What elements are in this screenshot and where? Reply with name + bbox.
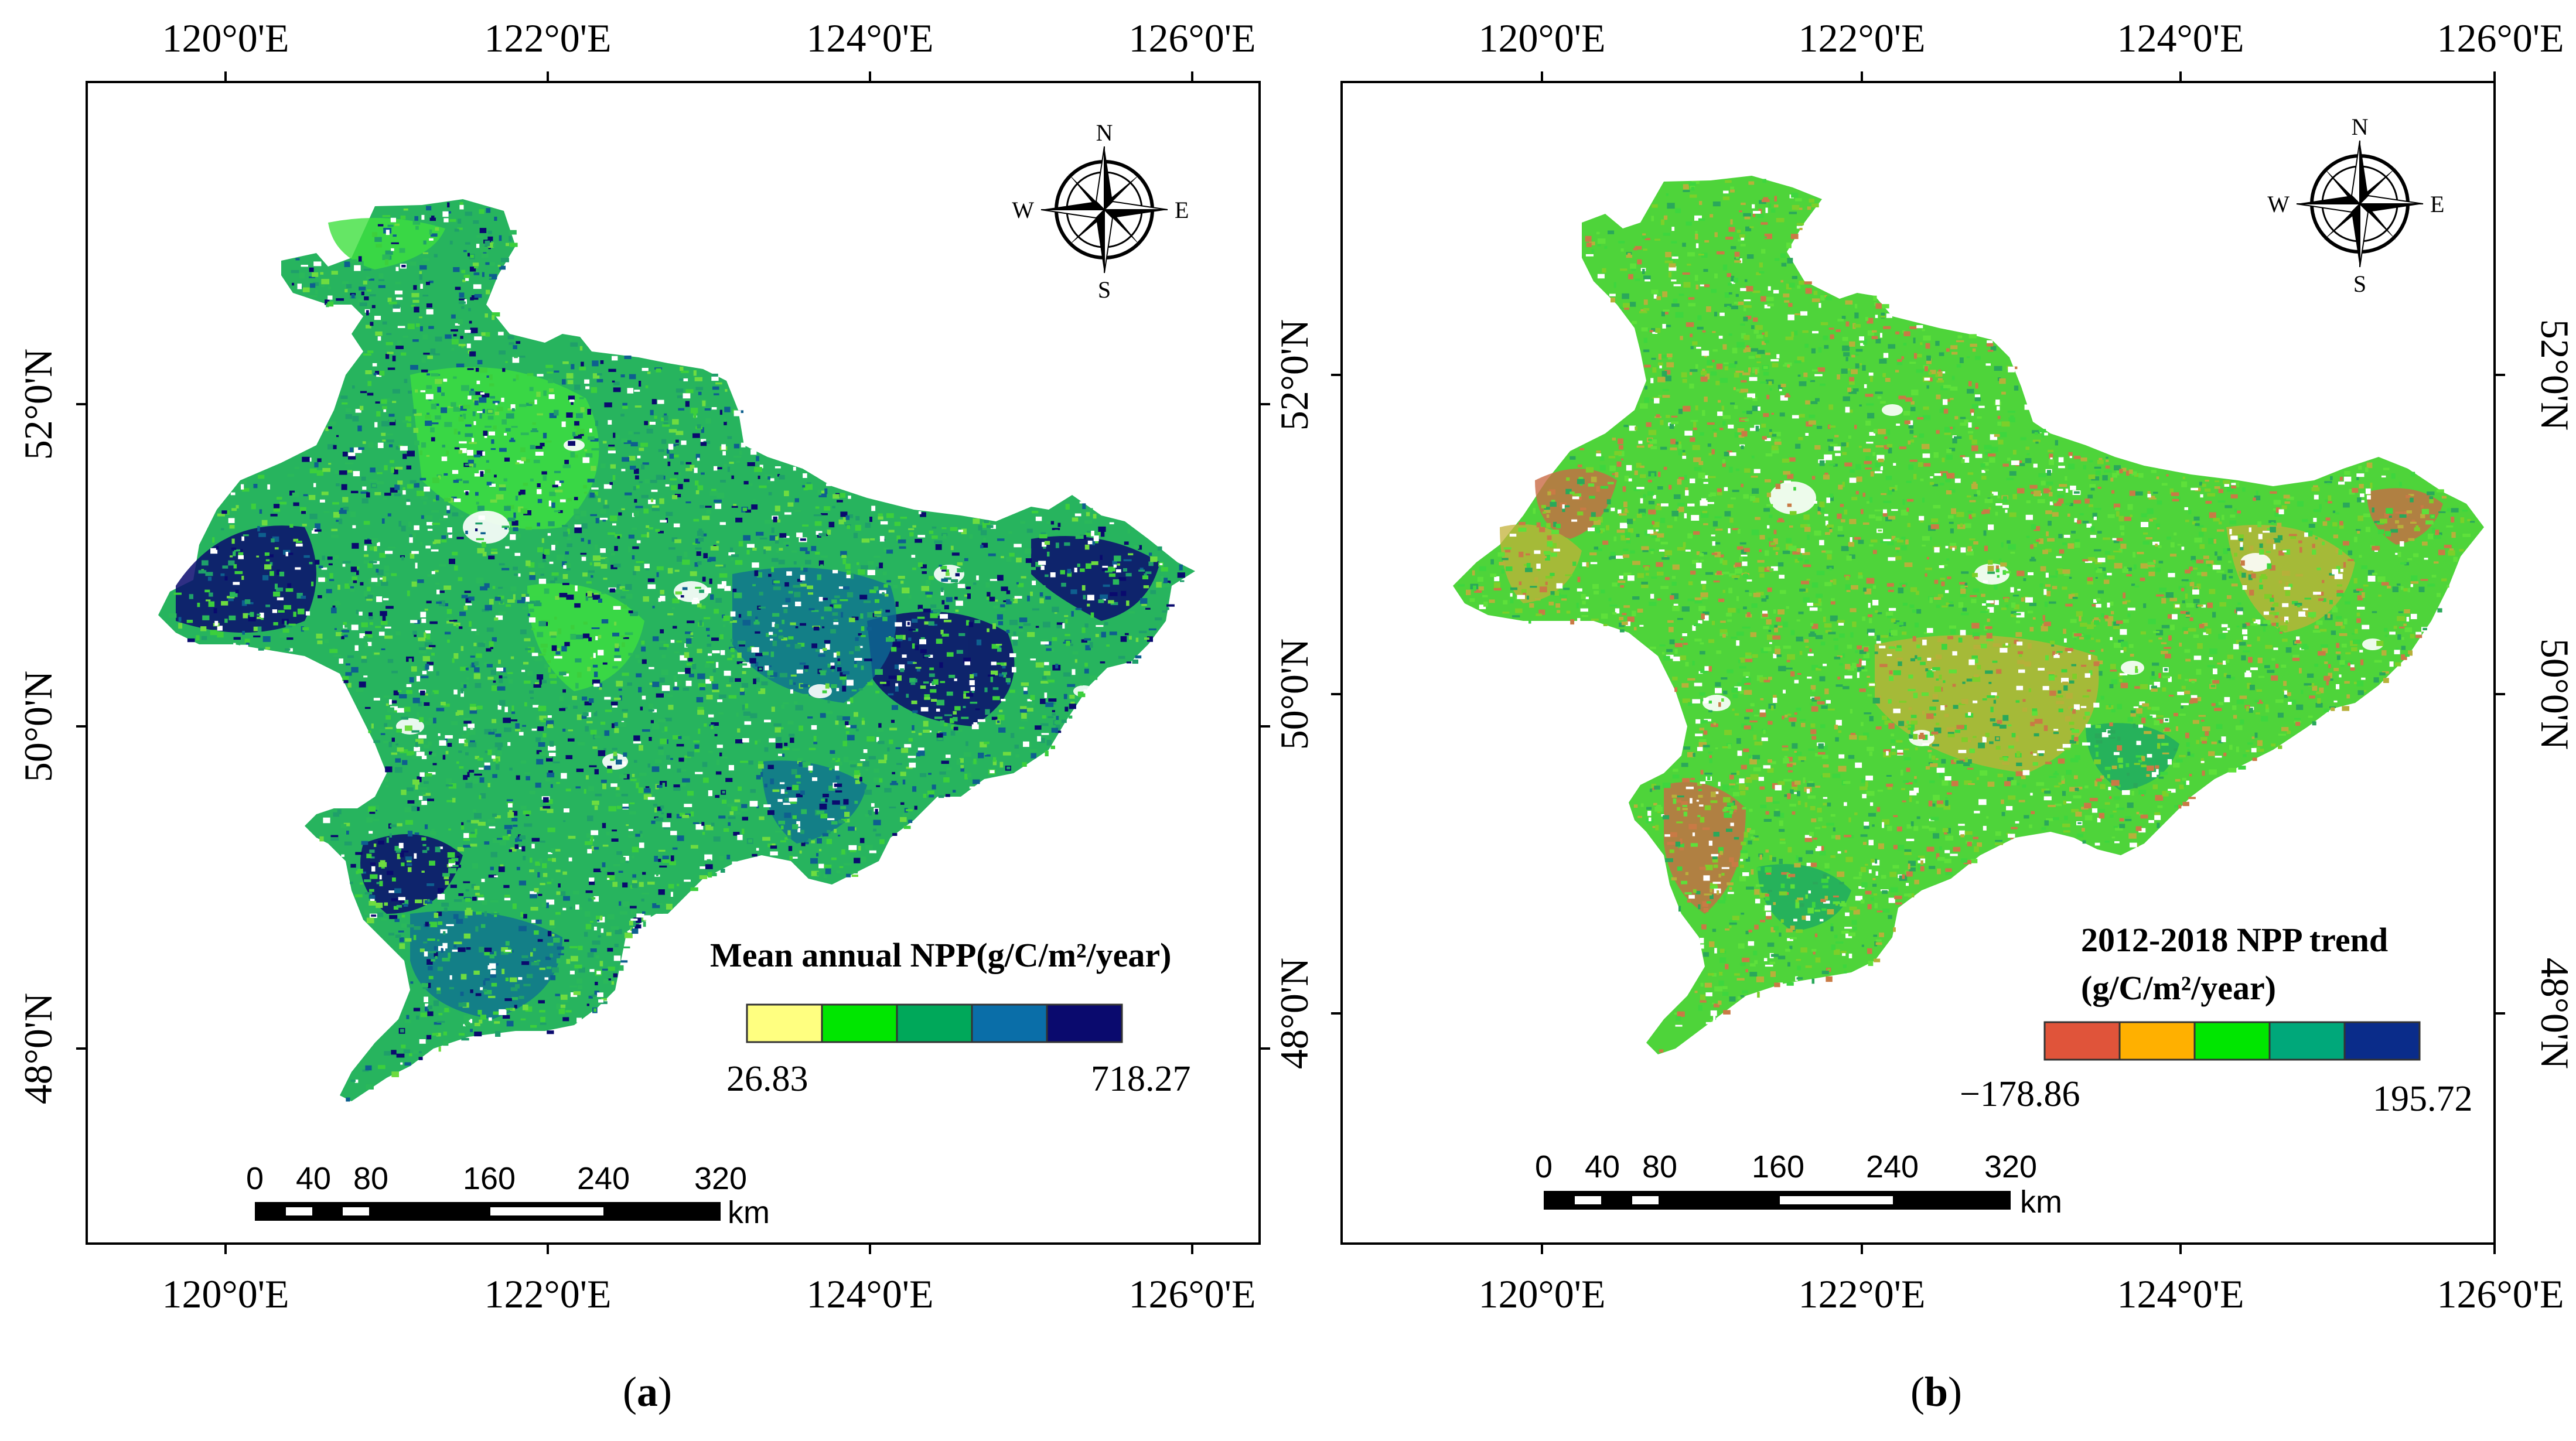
- scale-label-320: 320: [1984, 1149, 2037, 1184]
- caption-b: (b): [1910, 1368, 1962, 1415]
- legend-swatch-0: [747, 1005, 822, 1042]
- scale-label-80: 80: [353, 1161, 388, 1196]
- scale-label-320: 320: [694, 1161, 747, 1196]
- legend-title-line1: 2012-2018 NPP trend: [2081, 921, 2388, 959]
- legend-swatch-4: [2345, 1022, 2420, 1060]
- legend-min: 26.83: [726, 1059, 808, 1099]
- scale-label-80: 80: [1642, 1149, 1677, 1184]
- compass-w: W: [2267, 191, 2290, 217]
- legend-swatch-3: [2270, 1022, 2345, 1060]
- lat-label-left-48: 48°0'N: [1272, 958, 1316, 1070]
- legend-swatch-0: [2045, 1022, 2120, 1060]
- scale-label-160: 160: [463, 1161, 516, 1196]
- lon-label-bottom-124: 124°0'E: [807, 1272, 934, 1316]
- lon-label-top-124: 124°0'E: [2117, 16, 2244, 60]
- legend-max: 718.27: [1091, 1059, 1191, 1099]
- compass-w: W: [1012, 197, 1034, 223]
- compass-s: S: [1098, 276, 1111, 303]
- scale-label-240: 240: [577, 1161, 630, 1196]
- scale-unit: km: [2020, 1184, 2062, 1220]
- lat-label-left-52: 52°0'N: [16, 349, 60, 460]
- panel-b-npp-trend-map: 120°0'E 122°0'E 124°0'E 126°0'E 120°0'E …: [1272, 16, 2576, 1415]
- compass-s: S: [2353, 271, 2366, 297]
- lat-label-right-52: 52°0'N: [2533, 319, 2576, 431]
- legend-swatch-4: [1047, 1005, 1122, 1042]
- legend-min: −178.86: [1960, 1074, 2080, 1114]
- legend-max: 195.72: [2373, 1079, 2473, 1119]
- lon-label-bottom-122: 122°0'E: [485, 1272, 612, 1316]
- legend-color-ramp: [2045, 1022, 2420, 1060]
- lon-label-top-124: 124°0'E: [807, 16, 934, 60]
- lat-label-left-52: 52°0'N: [1272, 319, 1316, 431]
- scale-label-0: 0: [246, 1161, 264, 1196]
- lon-label-top-120: 120°0'E: [1479, 16, 1606, 60]
- compass-e: E: [1175, 197, 1189, 223]
- scale-label-160: 160: [1752, 1149, 1804, 1184]
- compass-e: E: [2430, 191, 2444, 217]
- legend-swatch-1: [822, 1005, 897, 1042]
- lat-label-left-50: 50°0'N: [1272, 638, 1316, 750]
- legend-swatch-1: [2120, 1022, 2195, 1060]
- lat-label-left-50: 50°0'N: [16, 671, 60, 783]
- lat-label-right-48: 48°0'N: [2533, 958, 2576, 1070]
- scale-unit: km: [728, 1195, 770, 1230]
- lon-label-bottom-122: 122°0'E: [1799, 1272, 1926, 1316]
- lon-label-top-126: 126°0'E: [2437, 16, 2564, 60]
- panel-a-npp-mean-map: 120°0'E 122°0'E 124°0'E 126°0'E 120°0'E …: [16, 16, 1270, 1415]
- lon-label-bottom-126: 126°0'E: [1129, 1272, 1256, 1316]
- lon-label-bottom-120: 120°0'E: [162, 1272, 289, 1316]
- legend-title-line2: (g/C/m²/year): [2081, 969, 2276, 1007]
- compass-n: N: [1096, 119, 1113, 146]
- lon-label-top-122: 122°0'E: [485, 16, 612, 60]
- scale-label-240: 240: [1866, 1149, 1919, 1184]
- lon-label-bottom-126: 126°0'E: [2437, 1272, 2564, 1316]
- legend-swatch-2: [2195, 1022, 2270, 1060]
- compass-n: N: [2352, 114, 2369, 140]
- lon-label-top-120: 120°0'E: [162, 16, 289, 60]
- legend-swatch-2: [897, 1005, 972, 1042]
- lat-label-right-50: 50°0'N: [2533, 638, 2576, 750]
- scale-label-0: 0: [1535, 1149, 1553, 1184]
- legend-color-ramp: [747, 1005, 1122, 1042]
- scale-label-40: 40: [1585, 1149, 1620, 1184]
- legend-swatch-3: [972, 1005, 1047, 1042]
- legend-title: Mean annual NPP(g/C/m²/year): [710, 936, 1171, 974]
- caption-a: (a): [623, 1368, 672, 1415]
- lat-label-left-48: 48°0'N: [16, 993, 60, 1105]
- lon-label-top-126: 126°0'E: [1129, 16, 1256, 60]
- scale-label-40: 40: [296, 1161, 331, 1196]
- lon-label-top-122: 122°0'E: [1799, 16, 1926, 60]
- lon-label-bottom-120: 120°0'E: [1479, 1272, 1606, 1316]
- lon-label-bottom-124: 124°0'E: [2117, 1272, 2244, 1316]
